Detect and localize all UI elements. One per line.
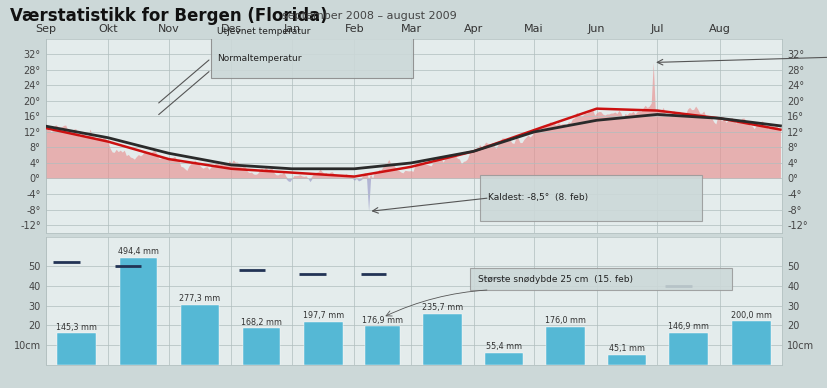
Bar (668, 333, 707, 365)
Text: 200,0 mm: 200,0 mm (729, 311, 771, 320)
Bar (57, 333, 96, 365)
Text: 55,4 mm: 55,4 mm (485, 342, 521, 351)
Bar (731, 321, 770, 365)
Text: september 2008 – august 2009: september 2008 – august 2009 (281, 11, 456, 21)
Text: Værstatistikk for Bergen (Florida): Værstatistikk for Bergen (Florida) (10, 7, 327, 25)
Bar (485, 353, 522, 365)
Text: 45,1 mm: 45,1 mm (609, 345, 644, 353)
Text: 277,3 mm: 277,3 mm (179, 294, 220, 303)
FancyBboxPatch shape (211, 12, 413, 78)
FancyBboxPatch shape (479, 175, 700, 221)
Bar (423, 314, 461, 365)
Bar (608, 355, 645, 365)
Bar (304, 322, 342, 365)
Text: 168,2 mm: 168,2 mm (241, 318, 282, 327)
Bar (365, 326, 399, 365)
Text: Utjevnet temperatur: Utjevnet temperatur (217, 26, 310, 36)
Text: Største snødybde 25 cm  (15. feb): Største snødybde 25 cm (15. feb) (477, 275, 632, 284)
Text: 146,9 mm: 146,9 mm (667, 322, 708, 331)
Text: 176,9 mm: 176,9 mm (361, 316, 403, 325)
Text: Normaltemperatur: Normaltemperatur (217, 54, 301, 63)
Bar (545, 327, 584, 365)
Text: 494,4 mm: 494,4 mm (117, 247, 159, 256)
Bar (242, 328, 280, 365)
FancyBboxPatch shape (469, 268, 731, 290)
Text: 176,0 mm: 176,0 mm (544, 316, 586, 325)
Text: 145,3 mm: 145,3 mm (56, 323, 98, 332)
Text: Kaldest: -8,5°  (8. feb): Kaldest: -8,5° (8. feb) (487, 193, 587, 203)
Bar (119, 258, 157, 365)
Bar (180, 305, 219, 365)
Text: 235,7 mm: 235,7 mm (421, 303, 462, 312)
Text: 197,7 mm: 197,7 mm (302, 311, 343, 320)
